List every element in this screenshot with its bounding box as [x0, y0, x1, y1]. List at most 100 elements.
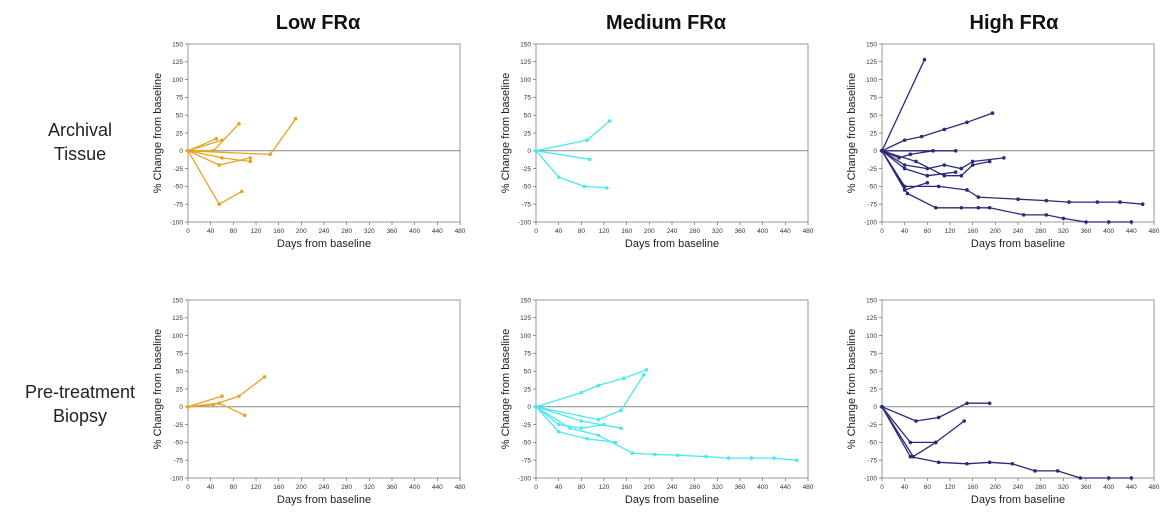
data-point: [237, 394, 241, 398]
series-line-2: [881, 112, 993, 152]
data-point: [965, 120, 969, 125]
y-tick-label: 25: [870, 386, 878, 393]
y-tick-label: 0: [527, 404, 531, 411]
data-point: [582, 184, 586, 189]
x-tick-label: 360: [735, 484, 746, 491]
data-point: [556, 429, 561, 434]
y-tick-label: 125: [520, 59, 531, 66]
x-tick-label: 80: [230, 484, 238, 491]
y-tick-label: -25: [868, 166, 878, 173]
series-line-7: [881, 150, 956, 177]
x-tick-label: 480: [1149, 484, 1160, 491]
x-tick-label: 320: [364, 228, 375, 235]
x-tick-label: 280: [1035, 484, 1046, 491]
data-point: [596, 417, 601, 422]
data-point: [242, 413, 247, 418]
x-tick-label: 240: [667, 228, 678, 235]
data-point: [914, 419, 918, 423]
row-label-pretreatment-line1: Pre-treatment: [24, 382, 136, 402]
x-tick-label: 40: [555, 228, 563, 235]
x-tick-label: 0: [186, 484, 190, 491]
column-title-low: Low FRα: [275, 12, 361, 34]
data-point: [579, 390, 584, 395]
data-point: [959, 205, 964, 210]
y-tick-label: 125: [866, 59, 877, 66]
plot-frame: [535, 299, 809, 479]
data-point: [556, 422, 561, 427]
y-tick-label: 150: [866, 297, 877, 304]
y-tick-label: 75: [524, 351, 532, 358]
data-point: [1140, 202, 1145, 206]
data-point: [925, 173, 930, 178]
data-point: [908, 152, 913, 157]
y-tick-label: 0: [873, 404, 877, 411]
data-point: [1095, 200, 1100, 204]
y-tick-label: 25: [176, 386, 184, 393]
x-tick-label: 360: [387, 228, 398, 235]
row-label-pretreatment-line2: Biopsy: [52, 406, 108, 426]
x-axis-label: Days from baseline: [625, 494, 719, 506]
data-point: [1055, 469, 1060, 473]
y-tick-label: -100: [864, 475, 877, 482]
series-line-1: [881, 402, 990, 422]
data-point: [919, 134, 924, 139]
data-point: [953, 170, 958, 174]
series-line-2: [881, 406, 936, 444]
data-point: [293, 116, 298, 121]
data-point: [1129, 220, 1134, 224]
x-tick-label: 240: [319, 228, 330, 235]
x-tick-label: 280: [341, 484, 352, 491]
x-tick-label: 160: [273, 228, 284, 235]
y-tick-label: 125: [866, 315, 877, 322]
data-point: [220, 156, 224, 160]
x-axis-label: Days from baseline: [971, 494, 1065, 506]
x-tick-label: 400: [409, 228, 420, 235]
y-tick-label: 150: [866, 41, 877, 48]
series-line-10: [881, 150, 1132, 223]
data-point: [534, 149, 538, 153]
x-tick-label: 200: [644, 228, 655, 235]
x-tick-label: 240: [319, 484, 330, 491]
y-tick-label: 100: [866, 333, 877, 340]
y-tick-label: 100: [866, 77, 877, 84]
data-point: [905, 191, 910, 196]
data-point: [1067, 200, 1071, 204]
x-tick-label: 440: [780, 484, 791, 491]
x-tick-label: 120: [599, 484, 610, 491]
data-point: [1016, 197, 1020, 202]
data-point: [934, 205, 938, 210]
x-tick-label: 40: [555, 484, 563, 491]
y-tick-label: -100: [170, 475, 183, 482]
y-tick-label: 50: [870, 369, 878, 376]
data-point: [1044, 213, 1049, 217]
x-tick-label: 440: [780, 228, 791, 235]
data-point: [1010, 461, 1015, 466]
data-point: [959, 173, 964, 178]
data-point: [585, 138, 589, 142]
series-line-3: [535, 150, 607, 189]
data-point: [622, 376, 626, 381]
data-point: [922, 57, 927, 62]
y-tick-label: -25: [522, 422, 532, 429]
data-point: [1061, 216, 1066, 221]
data-point: [675, 453, 680, 458]
y-tick-label: -100: [864, 219, 877, 226]
data-point: [970, 163, 975, 167]
data-point: [990, 111, 995, 115]
y-tick-label: 0: [179, 404, 183, 411]
row-label-archival-line2: Tissue: [53, 144, 107, 164]
y-tick-label: 25: [524, 130, 532, 137]
data-point: [248, 159, 253, 164]
data-point: [959, 166, 964, 171]
data-point: [962, 419, 966, 423]
y-tick-label: 125: [172, 315, 183, 322]
x-tick-label: 120: [945, 228, 956, 235]
y-tick-label: 75: [176, 95, 184, 102]
y-tick-label: 50: [524, 369, 532, 376]
data-point: [976, 205, 981, 210]
data-point: [579, 419, 584, 423]
x-axis-label: Days from baseline: [277, 238, 371, 250]
y-tick-label: 0: [527, 148, 531, 155]
y-tick-label: 100: [172, 333, 183, 340]
x-tick-label: 400: [757, 228, 768, 235]
